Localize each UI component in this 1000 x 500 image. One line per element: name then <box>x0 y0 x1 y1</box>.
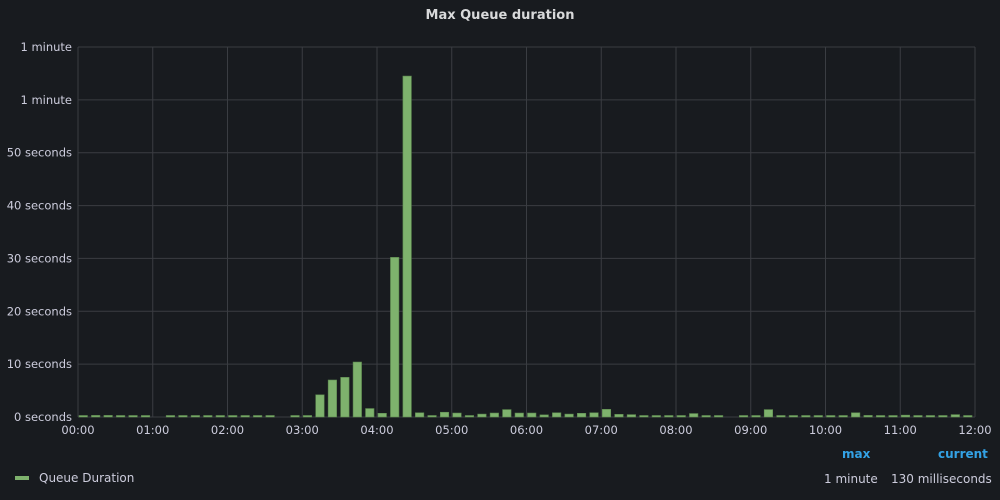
x-tick-label: 10:00 <box>809 423 842 437</box>
bar <box>651 415 661 418</box>
bar <box>826 415 836 418</box>
bar <box>763 409 773 418</box>
y-tick-label: 1 minute <box>20 93 72 107</box>
bar <box>390 257 400 418</box>
series-color-swatch <box>15 476 29 480</box>
legend-header-current[interactable]: current <box>938 447 988 461</box>
bar <box>128 415 138 418</box>
bar <box>913 415 923 418</box>
bar <box>402 75 412 418</box>
bar <box>838 415 848 418</box>
x-tick-label: 07:00 <box>585 423 618 437</box>
bar <box>701 415 711 418</box>
bar <box>801 415 811 418</box>
legend-value-current: 130 milliseconds <box>891 472 992 486</box>
bar <box>888 415 898 418</box>
bar <box>788 415 798 418</box>
bar <box>190 415 200 418</box>
bar <box>103 415 113 418</box>
bar <box>439 411 450 418</box>
bar <box>415 412 425 418</box>
x-tick-label: 00:00 <box>61 423 94 437</box>
bar <box>676 415 686 418</box>
bar <box>91 415 101 418</box>
x-tick-label: 12:00 <box>958 423 991 437</box>
bar <box>577 412 587 418</box>
bar <box>377 412 387 418</box>
bar <box>589 412 599 418</box>
bar <box>340 377 350 418</box>
bar <box>552 412 562 418</box>
bar <box>165 415 175 418</box>
bar <box>464 415 474 418</box>
bar <box>813 415 823 418</box>
bar <box>900 414 911 418</box>
y-tick-label: 50 seconds <box>7 146 72 160</box>
bar <box>751 415 761 418</box>
bar <box>352 361 362 418</box>
bar <box>265 415 275 418</box>
bar <box>502 409 512 418</box>
bar <box>639 415 649 418</box>
x-tick-label: 11:00 <box>884 423 917 437</box>
y-tick-label: 0 seconds <box>14 410 72 424</box>
y-tick-label: 30 seconds <box>7 251 72 265</box>
x-tick-label: 08:00 <box>659 423 692 437</box>
bar <box>564 413 574 418</box>
bar <box>950 414 960 418</box>
y-tick-label: 40 seconds <box>7 199 72 213</box>
legend-item-queue-duration[interactable]: Queue Duration <box>15 471 134 485</box>
y-tick-label: 20 seconds <box>7 304 72 318</box>
legend-series-label: Queue Duration <box>39 471 135 485</box>
bar <box>140 415 151 418</box>
y-tick-label: 1 minute <box>20 40 72 54</box>
bar <box>738 415 749 418</box>
bar <box>290 415 300 418</box>
bar <box>427 415 437 418</box>
bar <box>714 415 724 418</box>
bar <box>240 415 250 418</box>
bar <box>178 415 188 418</box>
bar <box>539 414 549 418</box>
bar <box>253 415 263 418</box>
bar <box>302 415 313 418</box>
x-tick-label: 05:00 <box>435 423 468 437</box>
x-tick-label: 03:00 <box>286 423 319 437</box>
bar <box>228 415 238 418</box>
bar <box>689 413 699 418</box>
x-tick-label: 09:00 <box>734 423 767 437</box>
bar <box>514 412 524 418</box>
x-tick-label: 02:00 <box>211 423 244 437</box>
bar <box>963 415 973 418</box>
bar <box>851 412 861 418</box>
bar <box>776 415 786 418</box>
bar <box>116 415 126 418</box>
bar <box>527 412 537 418</box>
bar <box>477 413 487 418</box>
bar <box>215 415 225 418</box>
x-tick-label: 06:00 <box>510 423 543 437</box>
x-tick-label: 01:00 <box>136 423 169 437</box>
bar <box>452 412 462 418</box>
chart-title: Max Queue duration <box>425 8 575 23</box>
bar <box>203 415 213 418</box>
bar <box>365 408 375 418</box>
legend-header-max[interactable]: max <box>842 447 871 461</box>
x-tick-label: 04:00 <box>360 423 393 437</box>
bar <box>863 415 873 418</box>
y-tick-label: 10 seconds <box>7 357 72 371</box>
bar <box>327 379 337 418</box>
bar <box>78 415 88 418</box>
bar <box>664 415 674 418</box>
bar <box>601 409 612 418</box>
bar <box>315 394 325 418</box>
bar <box>626 414 636 418</box>
bar <box>925 415 935 418</box>
bar <box>489 412 499 418</box>
bar <box>938 415 948 418</box>
bar <box>614 414 624 418</box>
bar <box>876 415 886 418</box>
legend-value-max: 1 minute <box>824 472 878 486</box>
